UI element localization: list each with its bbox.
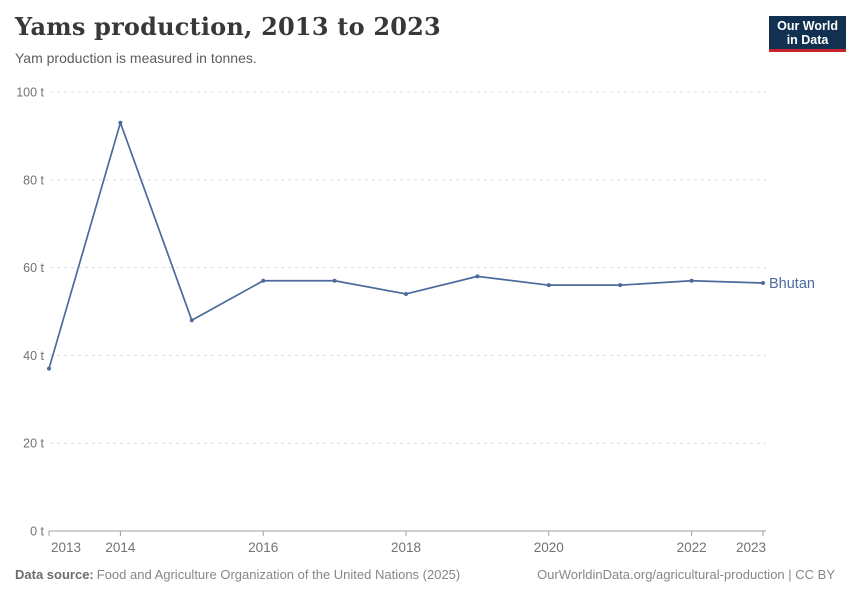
chart-subtitle: Yam production is measured in tonnes.	[15, 50, 257, 66]
logo-line-2: in Data	[786, 33, 829, 47]
data-point[interactable]	[332, 278, 337, 283]
y-tick-label: 0 t	[30, 525, 44, 539]
data-point[interactable]	[118, 120, 123, 125]
data-point[interactable]	[618, 283, 623, 288]
data-point[interactable]	[261, 278, 266, 283]
chart-header: Yams production, 2013 to 2023 Yam produc…	[15, 12, 441, 66]
data-source-label: Data source:	[15, 567, 94, 582]
y-tick-label: 60 t	[23, 261, 44, 275]
data-point[interactable]	[189, 318, 194, 323]
chart-title: Yams production, 2013 to 2023	[15, 12, 441, 41]
y-tick-label: 80 t	[23, 173, 44, 187]
logo-line-1: Our World	[777, 19, 838, 33]
series-label[interactable]: Bhutan	[769, 276, 815, 292]
y-tick-label: 100 t	[16, 86, 44, 100]
data-point[interactable]	[47, 366, 51, 371]
x-tick-label: 2022	[677, 540, 707, 555]
data-point[interactable]	[475, 274, 480, 279]
x-tick-label: 2016	[248, 540, 278, 555]
x-tick-label: 2020	[534, 540, 564, 555]
x-tick-label: 2013	[51, 540, 81, 555]
data-point[interactable]	[689, 278, 694, 283]
data-source-text: Food and Agriculture Organization of the…	[96, 567, 461, 582]
x-tick-label: 2023	[736, 540, 766, 555]
x-tick-label: 2018	[391, 540, 421, 555]
data-point[interactable]	[404, 291, 408, 296]
owid-logo[interactable]: Our World in Data	[769, 16, 846, 52]
data-point[interactable]	[761, 280, 765, 285]
data-source: Data source: Food and Agriculture Organiz…	[15, 567, 460, 582]
x-tick-label: 2014	[105, 540, 136, 555]
data-point[interactable]	[546, 283, 551, 288]
chart-footer: Data source: Food and Agriculture Organiz…	[15, 567, 835, 582]
data-line-bhutan[interactable]	[48, 121, 764, 370]
y-tick-label: 40 t	[23, 349, 44, 363]
y-tick-label: 20 t	[23, 437, 44, 451]
footer-citation-link[interactable]: OurWorldinData.org/agricultural-producti…	[537, 567, 835, 582]
